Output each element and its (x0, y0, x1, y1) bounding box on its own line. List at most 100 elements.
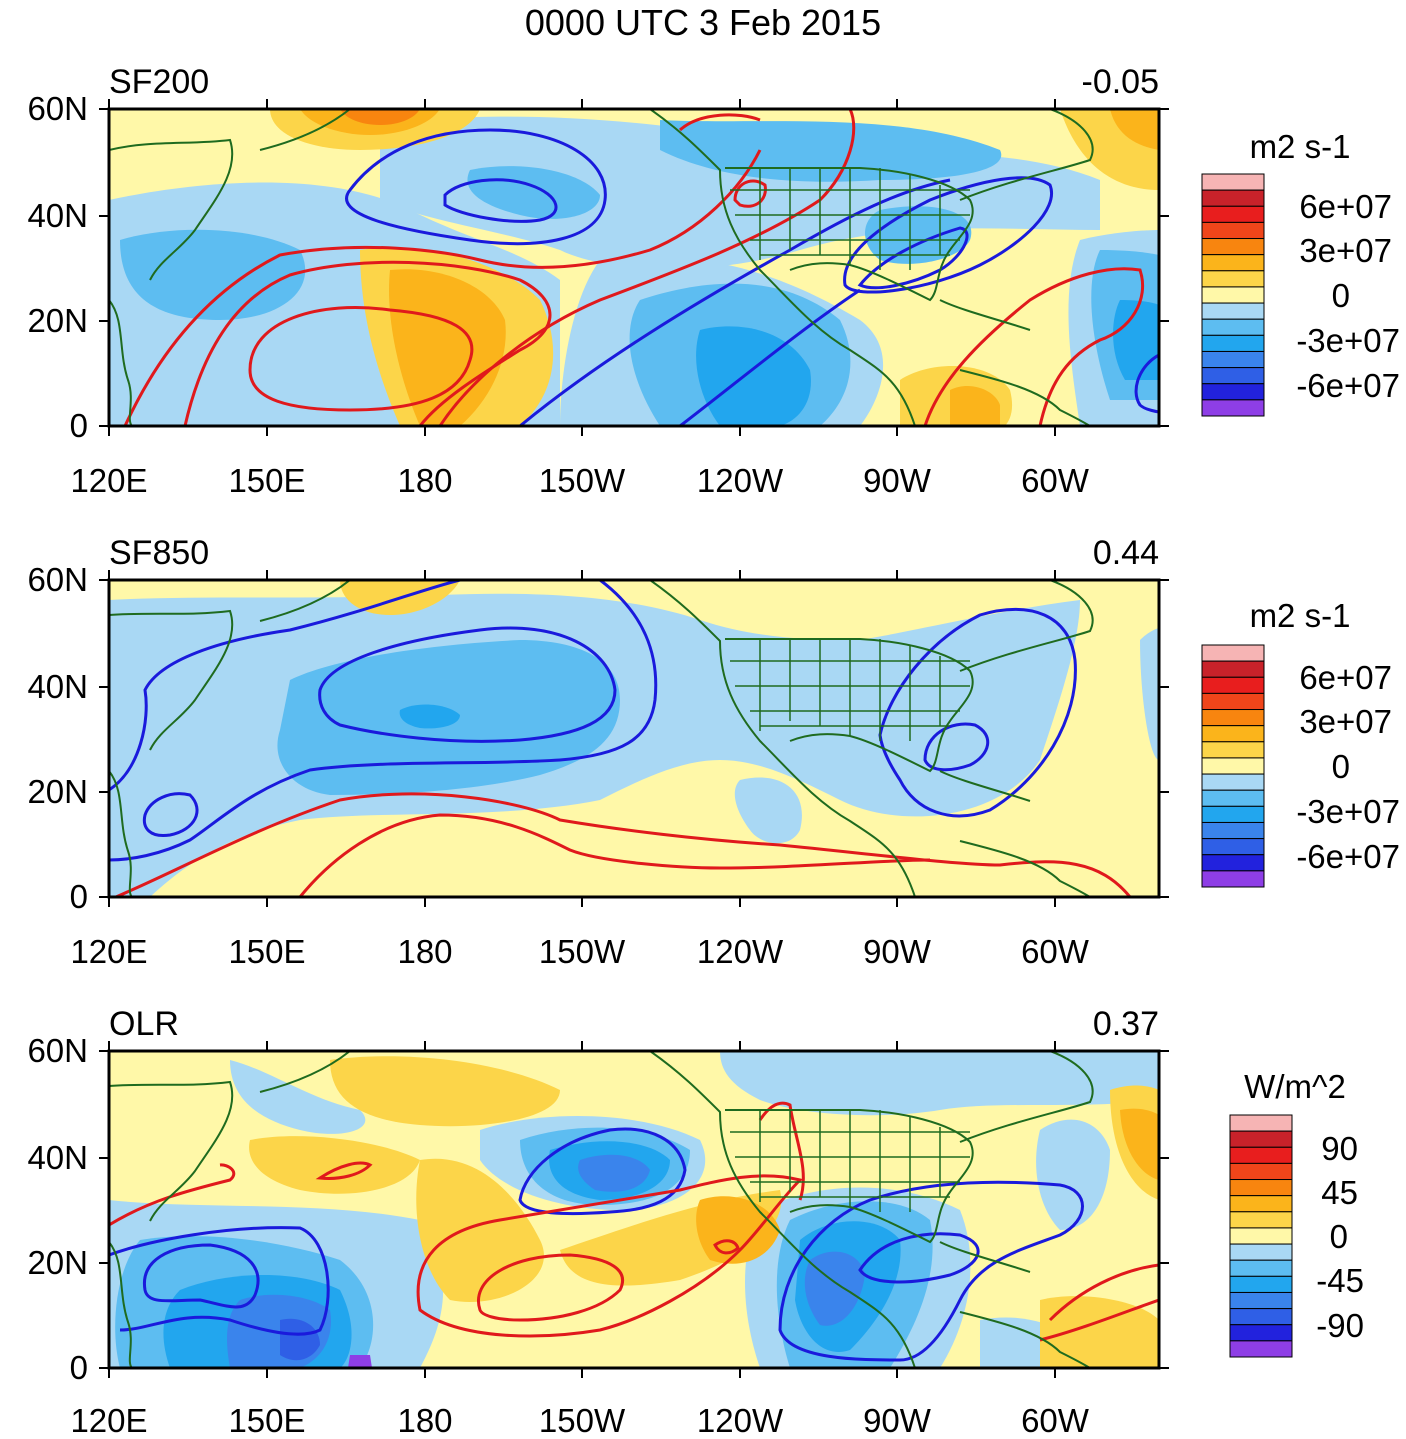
colorbar-swatch (1201, 221, 1265, 240)
axis-ticks (99, 99, 1169, 436)
colorbar-swatch (1201, 789, 1265, 807)
contour-lines (109, 580, 1132, 897)
x-tick-label: 90W (863, 933, 932, 970)
colorbar-label: 90 (1321, 1130, 1358, 1167)
contour-lines (109, 1101, 1159, 1362)
panel-sf200: SF200 -0.05 (27, 63, 1400, 499)
colorbar: m2 s-1 6e+07 3e+07 0 -3e+07 -6e+07 (1201, 597, 1400, 888)
state-boundaries (730, 1110, 970, 1212)
colorbar-swatch (1229, 1291, 1293, 1310)
x-tick-label: 180 (397, 1402, 452, 1439)
x-tick-label: 60W (1021, 933, 1090, 970)
y-tick-label: 0 (70, 1349, 88, 1386)
state-boundaries (730, 639, 970, 741)
y-tick-label: 60N (27, 561, 88, 598)
colorbar-swatch (1229, 1340, 1293, 1358)
colorbar-swatch (1201, 350, 1265, 369)
y-tick-label: 60N (27, 1032, 88, 1069)
colorbar-label: -6e+07 (1296, 367, 1400, 404)
colorbar-swatch (1229, 1146, 1293, 1164)
colorbar-label: 45 (1321, 1174, 1358, 1211)
colorbar-swatch (1229, 1227, 1293, 1245)
colorbar-swatch (1201, 692, 1265, 711)
map-frame (107, 1049, 1161, 1370)
colorbar-swatch (1229, 1130, 1293, 1148)
colorbar-swatch (1229, 1308, 1293, 1326)
axis-ticks (99, 1041, 1169, 1378)
x-tick-label: 120W (697, 933, 784, 970)
colorbar-swatch (1201, 805, 1265, 823)
x-tick-label: 90W (863, 462, 932, 499)
figure-title: 0000 UTC 3 Feb 2015 (524, 2, 882, 43)
x-tick-label: 60W (1021, 462, 1090, 499)
colorbar-label: 6e+07 (1299, 188, 1392, 225)
colorbar-label: 6e+07 (1299, 659, 1392, 696)
colorbar-swatch (1229, 1195, 1293, 1213)
colorbar-swatch (1201, 383, 1265, 401)
colorbar-units: m2 s-1 (1250, 597, 1351, 634)
colorbar-swatch (1229, 1211, 1293, 1229)
x-tick-label: 120W (697, 1402, 784, 1439)
contour-lines (123, 109, 1159, 426)
axis-ticks (99, 570, 1169, 907)
panel-sf850: SF850 0.44 (27, 534, 1400, 970)
colorbar-swatch (1229, 1162, 1293, 1181)
colorbar-label: 3e+07 (1299, 703, 1392, 740)
colorbar-swatch (1201, 318, 1265, 336)
coastlines (109, 580, 1094, 897)
x-tick-label: 120E (70, 1402, 147, 1439)
y-tick-label: 20N (27, 773, 88, 810)
x-tick-label: 60W (1021, 1402, 1090, 1439)
x-tick-label: 150W (539, 933, 626, 970)
colorbar-label: -45 (1316, 1262, 1364, 1299)
colorbar-swatch (1201, 870, 1265, 888)
panel-correlation: -0.05 (1082, 63, 1160, 101)
colorbar-swatch (1229, 1114, 1293, 1132)
colorbar-label: -3e+07 (1296, 322, 1400, 359)
colorbar-swatch (1201, 334, 1265, 352)
panel-title: SF200 (109, 63, 209, 101)
colorbar-swatch (1201, 725, 1265, 743)
map-frame (107, 107, 1161, 428)
colorbar-swatch (1201, 238, 1265, 256)
panel-title: SF850 (109, 534, 209, 572)
colorbar-swatch (1201, 254, 1265, 272)
colorbar-label: 0 (1332, 277, 1350, 314)
colorbar-label: -3e+07 (1296, 793, 1400, 830)
colorbar-swatch (1229, 1259, 1293, 1277)
colorbar-swatch (1201, 644, 1265, 662)
colorbar: W/m^2 90 45 0 -45 -90 (1229, 1068, 1364, 1358)
colorbar-swatch (1229, 1275, 1293, 1293)
colorbar-swatch (1201, 741, 1265, 759)
colorbar-swatch (1201, 676, 1265, 694)
y-tick-label: 0 (70, 407, 88, 444)
colorbar-units: m2 s-1 (1250, 128, 1351, 165)
state-boundaries (730, 168, 970, 270)
colorbar-swatch (1201, 189, 1265, 207)
x-tick-label: 120W (697, 462, 784, 499)
panel-correlation: 0.44 (1093, 534, 1159, 572)
colorbar-swatch (1229, 1179, 1293, 1197)
colorbar-swatch (1229, 1243, 1293, 1261)
x-tick-label: 150E (228, 462, 305, 499)
colorbar-units: W/m^2 (1244, 1068, 1346, 1105)
colorbar-label: 3e+07 (1299, 232, 1392, 269)
colorbar-swatch (1201, 773, 1265, 791)
x-tick-label: 180 (397, 462, 452, 499)
shaded-field (109, 580, 1159, 897)
colorbar-swatch (1201, 302, 1265, 320)
colorbar-swatch (1201, 173, 1265, 191)
colorbar-swatch (1229, 1324, 1293, 1342)
panel-correlation: 0.37 (1093, 1005, 1159, 1043)
x-tick-label: 150W (539, 462, 626, 499)
y-tick-label: 20N (27, 1244, 88, 1281)
map-frame (107, 578, 1161, 899)
x-tick-label: 150W (539, 1402, 626, 1439)
y-tick-label: 20N (27, 302, 88, 339)
x-tick-label: 90W (863, 1402, 932, 1439)
colorbar-swatch (1201, 854, 1265, 872)
shaded-field (109, 109, 1159, 426)
y-tick-label: 60N (27, 90, 88, 127)
colorbar-swatch (1201, 757, 1265, 775)
